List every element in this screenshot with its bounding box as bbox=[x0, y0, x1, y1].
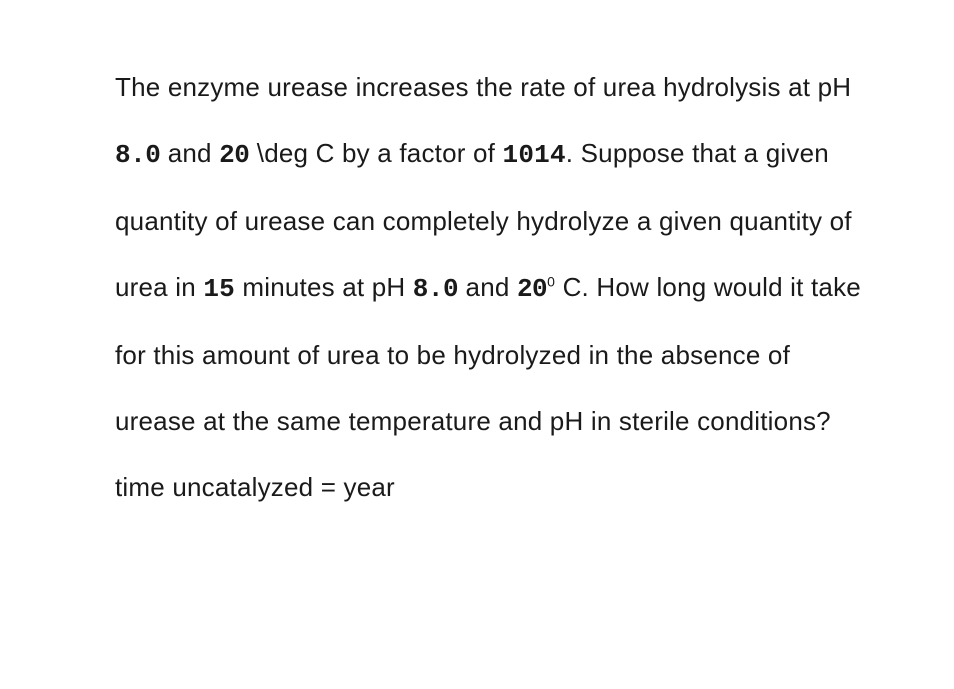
question-paragraph: The enzyme urease increases the rate of … bbox=[115, 54, 864, 520]
text-segment: minutes at pH bbox=[235, 272, 413, 302]
text-segment: The enzyme urease increases the rate of … bbox=[115, 72, 851, 102]
text-segment: \deg C by a factor of bbox=[249, 138, 502, 168]
question-page: The enzyme urease increases the rate of … bbox=[0, 0, 954, 689]
value-factor: 1014 bbox=[503, 140, 566, 170]
text-segment: C. How long would it take for this amoun… bbox=[115, 272, 861, 502]
value-time-min: 15 bbox=[203, 274, 235, 304]
value-ph-1: 8.0 bbox=[115, 140, 160, 170]
value-temp-1: 20 bbox=[219, 140, 249, 170]
value-ph-2: 8.0 bbox=[413, 274, 458, 304]
text-segment: and bbox=[160, 138, 219, 168]
text-segment: and bbox=[458, 272, 517, 302]
value-temp-2: 20 bbox=[517, 274, 547, 304]
degree-superscript: 0 bbox=[547, 273, 555, 289]
